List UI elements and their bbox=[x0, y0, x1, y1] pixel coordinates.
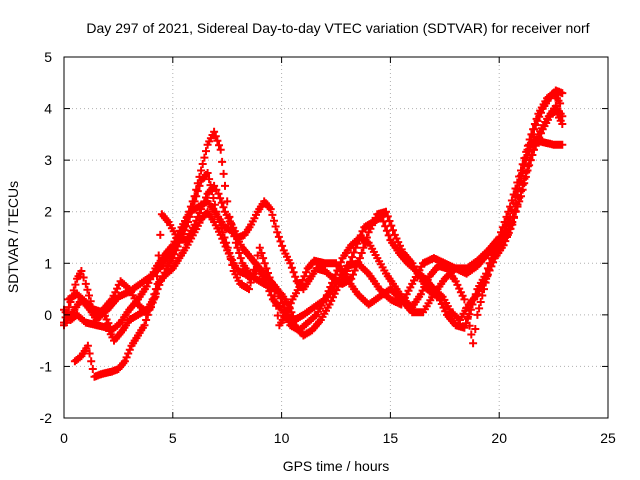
data-series bbox=[60, 86, 567, 381]
y-tick-label: 5 bbox=[44, 49, 52, 65]
series-5 bbox=[64, 102, 567, 340]
y-tick-label: 4 bbox=[44, 101, 52, 117]
y-tick-label: 3 bbox=[44, 152, 52, 168]
x-tick-label: 20 bbox=[491, 430, 507, 446]
x-tick-label: 0 bbox=[60, 430, 68, 446]
series-3-markers bbox=[70, 86, 567, 381]
chart-title: Day 297 of 2021, Sidereal Day-to-day VTE… bbox=[86, 20, 589, 36]
y-axis-ticks: -2 -1 0 1 2 3 4 5 bbox=[40, 49, 608, 426]
x-tick-label: 25 bbox=[600, 430, 616, 446]
y-tick-label: 2 bbox=[44, 204, 52, 220]
y-tick-label: 0 bbox=[44, 307, 52, 323]
y-tick-label: 1 bbox=[44, 255, 52, 271]
series-5-markers bbox=[64, 102, 567, 340]
x-axis-label: GPS time / hours bbox=[283, 458, 390, 474]
y-tick-label: -2 bbox=[40, 410, 53, 426]
x-tick-label: 5 bbox=[169, 430, 177, 446]
x-axis-ticks: 0 5 10 15 20 25 bbox=[60, 57, 616, 446]
series-3 bbox=[70, 86, 567, 381]
grid-lines bbox=[64, 57, 608, 418]
y-axis-label: SDTVAR / TECUs bbox=[5, 181, 21, 293]
series-2 bbox=[60, 89, 565, 330]
x-tick-label: 15 bbox=[383, 430, 399, 446]
plot-frame bbox=[63, 56, 609, 419]
series-2-markers bbox=[60, 89, 565, 330]
x-tick-label: 10 bbox=[274, 430, 290, 446]
y-tick-label: -1 bbox=[40, 358, 53, 374]
